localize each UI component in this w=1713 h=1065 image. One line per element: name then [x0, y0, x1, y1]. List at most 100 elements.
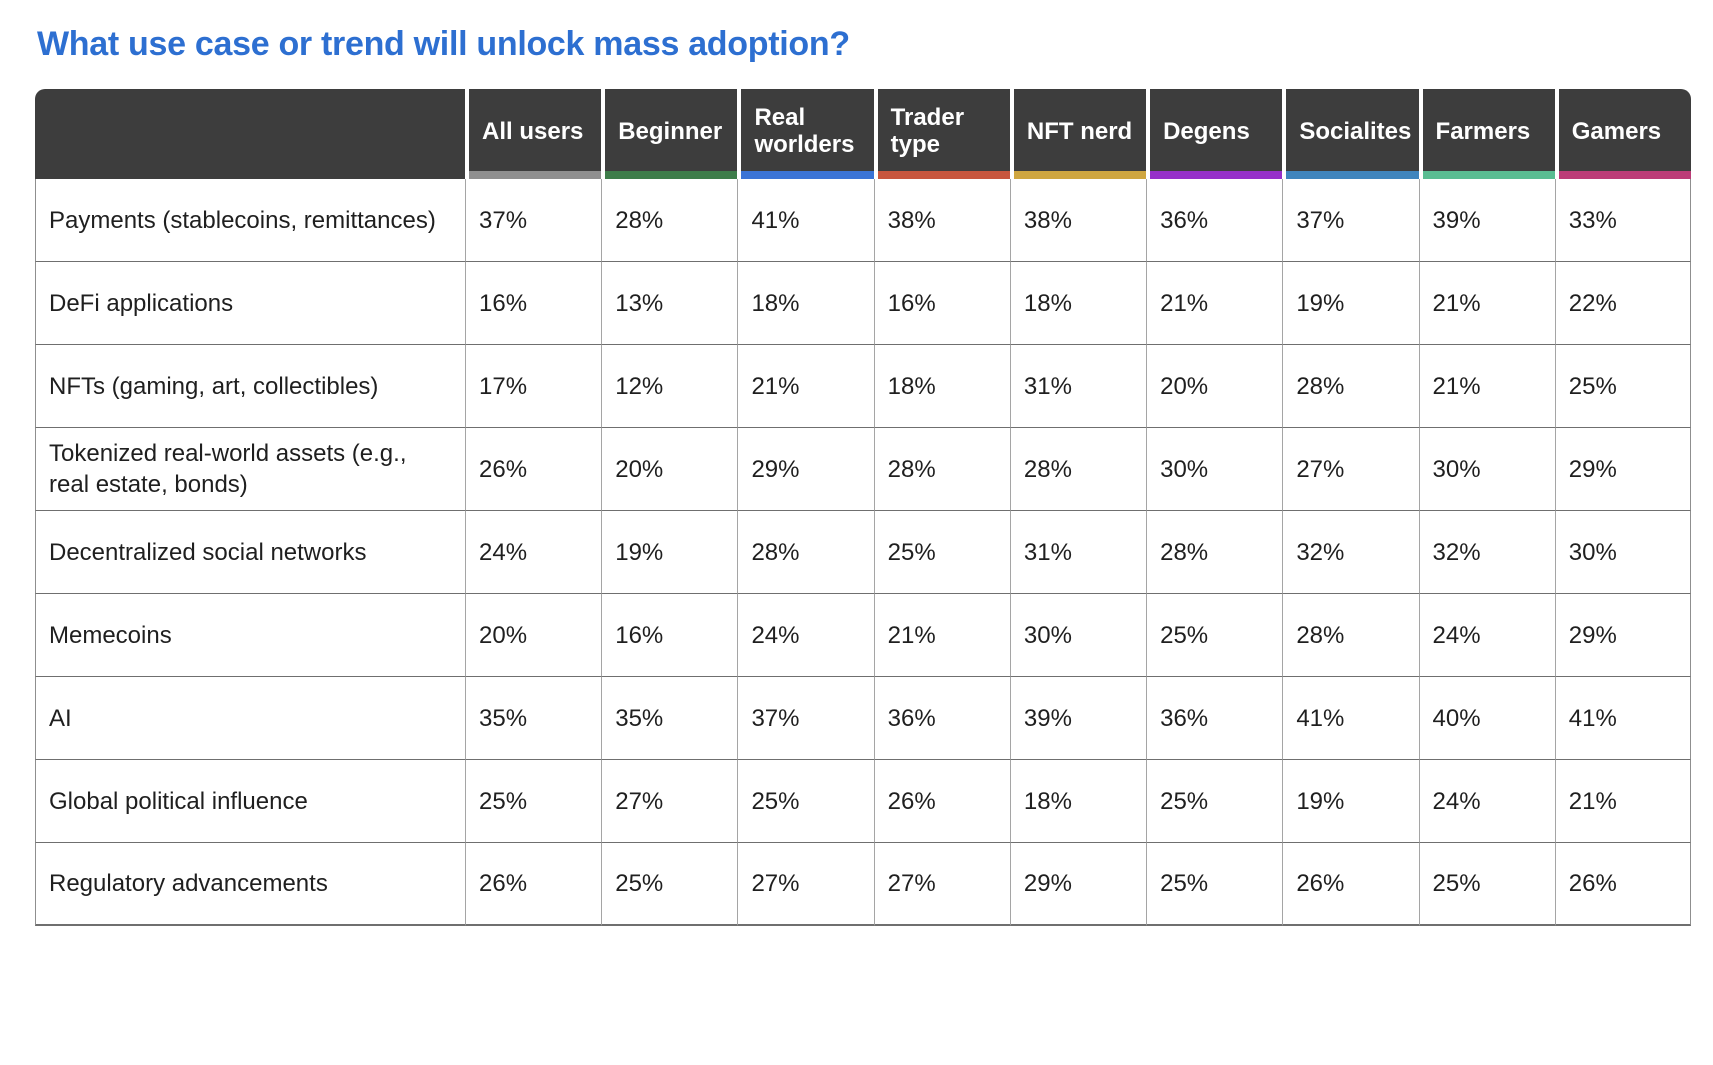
value-cell: 36% [1146, 677, 1283, 761]
value-cell: 26% [873, 760, 1010, 844]
row-label: Tokenized real-world assets (e.g., real … [35, 428, 465, 512]
value-cell: 32% [1418, 511, 1555, 595]
row-label: AI [35, 677, 465, 761]
value-cell: 25% [1146, 843, 1283, 927]
value-cell: 16% [873, 262, 1010, 346]
value-cell: 28% [1282, 594, 1419, 678]
column-header-label: All users [482, 117, 584, 145]
value-cell: 21% [1146, 262, 1283, 346]
column-color-bar [469, 171, 602, 180]
value-cell: 28% [1146, 511, 1283, 595]
value-cell: 26% [1282, 843, 1419, 927]
value-cell: 30% [1009, 594, 1147, 678]
value-cell: 25% [1146, 760, 1283, 844]
value-cell: 31% [1009, 511, 1147, 595]
value-cell: 25% [465, 760, 602, 844]
value-cell: 18% [1009, 760, 1147, 844]
column-header-label: Degens [1163, 117, 1250, 145]
column-header-label: Farmers [1435, 117, 1531, 145]
value-cell: 25% [1554, 345, 1691, 429]
column-color-bar [1013, 171, 1147, 180]
value-cell: 27% [1282, 428, 1419, 512]
table-row-global-political-influence: Global political influence 25% 27% 25% 26% 18… [35, 760, 1691, 844]
column-header-label: Trader type [890, 103, 965, 159]
row-label: NFTs (gaming, art, collectibles) [35, 345, 465, 429]
value-cell: 28% [737, 511, 874, 595]
value-cell: 24% [1418, 760, 1555, 844]
value-cell: 24% [737, 594, 874, 678]
column-header-label: Gamers [1571, 117, 1662, 145]
column-header-farmers: Farmers [1418, 89, 1555, 180]
table-row-defi-applications: DeFi applications 16% 13% 18% 16% 18% 21% 19% 21… [35, 262, 1691, 346]
value-cell: 18% [1009, 262, 1147, 346]
column-color-bar [877, 171, 1010, 180]
value-cell: 19% [1282, 262, 1419, 346]
value-cell: 30% [1418, 428, 1555, 512]
value-cell: 22% [1554, 262, 1691, 346]
value-cell: 21% [1418, 345, 1555, 429]
value-cell: 25% [601, 843, 738, 927]
mass-adoption-survey-table: All users Beginner Real worlders Trader typ… [35, 89, 1691, 927]
table-row-decentralized-social-networks: Decentralized social networks 24% 19% 28% 25… [35, 511, 1691, 595]
value-cell: 41% [737, 179, 874, 263]
value-cell: 28% [873, 428, 1010, 512]
value-cell: 41% [1554, 677, 1691, 761]
value-cell: 29% [1009, 843, 1147, 927]
column-header-label: Beginner [618, 117, 723, 145]
table-row-payments-stablecoins-remittances: Payments (stablecoins, remittances) 37% 28… [35, 179, 1691, 263]
value-cell: 25% [1146, 594, 1283, 678]
value-cell: 27% [737, 843, 874, 927]
value-cell: 40% [1418, 677, 1555, 761]
value-cell: 26% [1554, 843, 1691, 927]
table-row-ai: AI 35% 35% 37% 36% 39% 36% 41% 40% 41% [35, 677, 1691, 761]
value-cell: 18% [873, 345, 1010, 429]
value-cell: 24% [1418, 594, 1555, 678]
value-cell: 35% [601, 677, 738, 761]
column-header-real-worlders: Real worlders [737, 89, 874, 180]
value-cell: 21% [1418, 262, 1555, 346]
value-cell: 26% [465, 428, 602, 512]
value-cell: 19% [1282, 760, 1419, 844]
value-cell: 16% [601, 594, 738, 678]
row-label: Regulatory advancements [35, 843, 465, 927]
column-header-beginner: Beginner [601, 89, 738, 180]
value-cell: 17% [465, 345, 602, 429]
value-cell: 33% [1554, 179, 1691, 263]
value-cell: 21% [873, 594, 1010, 678]
value-cell: 13% [601, 262, 738, 346]
value-cell: 18% [737, 262, 874, 346]
value-cell: 37% [465, 179, 602, 263]
column-color-bar [1422, 171, 1555, 180]
column-header-trader-type: Trader type [873, 89, 1010, 180]
column-header-label: Socialites [1299, 117, 1412, 145]
value-cell: 16% [465, 262, 602, 346]
value-cell: 24% [465, 511, 602, 595]
value-cell: 35% [465, 677, 602, 761]
value-cell: 21% [1554, 760, 1691, 844]
column-color-bar [741, 171, 874, 180]
value-cell: 37% [1282, 179, 1419, 263]
value-cell: 36% [873, 677, 1010, 761]
table-row-regulatory-advancements: Regulatory advancements 26% 25% 27% 27% 29% 25… [35, 843, 1691, 927]
column-header-label: Real worlders [754, 103, 855, 159]
row-label: Decentralized social networks [35, 511, 465, 595]
value-cell: 29% [1554, 594, 1691, 678]
value-cell: 32% [1282, 511, 1419, 595]
row-label: Memecoins [35, 594, 465, 678]
row-label: Payments (stablecoins, remittances) [35, 179, 465, 263]
page-title: What use case or trend will unlock mass … [37, 25, 850, 63]
column-color-bar [1286, 171, 1419, 180]
column-header-degens: Degens [1146, 89, 1283, 180]
table-row-tokenized-real-world-assets-e-g-real-estate-bonds: Tokenized real-world assets (e.g., real … [35, 428, 1691, 512]
value-cell: 19% [601, 511, 738, 595]
column-header-all-users: All users [465, 89, 602, 180]
row-label: Global political influence [35, 760, 465, 844]
value-cell: 25% [737, 760, 874, 844]
value-cell: 27% [873, 843, 1010, 927]
value-cell: 29% [1554, 428, 1691, 512]
value-cell: 39% [1009, 677, 1147, 761]
header-row: All users Beginner Real worlders Trader typ… [35, 89, 1691, 180]
column-color-bar [605, 171, 738, 180]
value-cell: 38% [873, 179, 1010, 263]
